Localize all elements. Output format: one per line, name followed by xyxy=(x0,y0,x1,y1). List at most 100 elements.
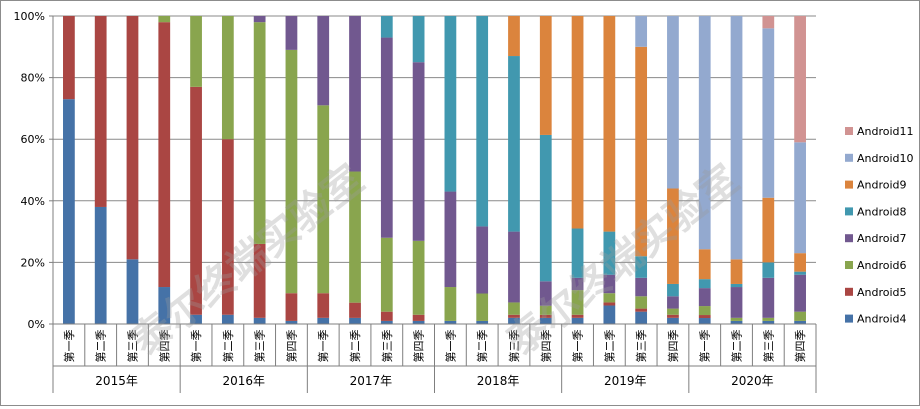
bar-segment-android8 xyxy=(698,279,711,289)
bar-segment-android9 xyxy=(571,16,584,229)
bar-segment-android6 xyxy=(221,16,234,140)
bar-segment-android8 xyxy=(603,231,616,275)
quarter-tick-label: 第二季 xyxy=(221,330,235,363)
bar-segment-android5 xyxy=(539,314,552,318)
quarter-tick-label: 第二季 xyxy=(602,330,616,363)
bar-segment-android4 xyxy=(158,287,171,324)
bar-segment-android6 xyxy=(476,293,489,321)
quarter-tick-label: 第四季 xyxy=(666,330,680,363)
bar-segment-android6 xyxy=(603,293,616,303)
bar-segment-android8 xyxy=(412,16,425,63)
bar-segment-android9 xyxy=(508,16,520,57)
bar-segment-android5 xyxy=(603,302,616,306)
bar-segment-android11 xyxy=(794,16,806,143)
bar-segment-android4 xyxy=(539,317,552,324)
bar-segment-android7 xyxy=(762,277,775,318)
bar-segment-android7 xyxy=(730,287,743,318)
quarter-tick-label: 第四季 xyxy=(793,330,807,363)
bar-segment-android10 xyxy=(635,16,648,47)
year-tick-label: 2017年 xyxy=(350,374,393,388)
legend-label: Android7 xyxy=(857,232,907,245)
legend-swatch xyxy=(845,180,853,189)
quarter-tick-label: 第三季 xyxy=(761,330,775,363)
quarter-tick-label: 第三季 xyxy=(253,330,267,363)
bar-segment-android5 xyxy=(635,308,648,312)
legend-swatch xyxy=(845,153,853,162)
bar-segment-android5 xyxy=(63,16,75,100)
bar-segment-android9 xyxy=(730,259,743,284)
bar-segment-android6 xyxy=(412,240,425,315)
bar-segment-android7 xyxy=(349,16,361,172)
bar-segment-android9 xyxy=(698,249,711,280)
bar-segment-android8 xyxy=(730,283,743,288)
quarter-tick-label: 第二季 xyxy=(348,330,362,363)
bar-segment-android7 xyxy=(508,231,520,303)
bar-segment-android4 xyxy=(380,320,393,324)
quarter-tick-label: 第一季 xyxy=(316,330,330,363)
quarter-tick-label: 第三季 xyxy=(380,330,394,363)
bar-segment-android5 xyxy=(412,314,425,321)
bar-segment-android4 xyxy=(94,206,107,324)
bar-segment-android8 xyxy=(762,262,775,278)
bar-segment-android4 xyxy=(190,314,202,324)
bar-segment-android5 xyxy=(571,314,584,318)
bar-segment-android5 xyxy=(126,16,139,260)
quarter-tick-label: 第二季 xyxy=(94,330,108,363)
legend-label: Android6 xyxy=(857,259,907,272)
legend-label: Android11 xyxy=(857,125,914,138)
bar-segment-android6 xyxy=(285,49,298,294)
bar-segment-android5 xyxy=(380,311,393,321)
watermark: 泰尔终端实验室 泰尔终端实验室 xyxy=(124,156,748,365)
y-tick-label: 0% xyxy=(28,318,45,331)
bar-segment-android4 xyxy=(285,320,298,324)
bar-segment-android9 xyxy=(794,253,806,272)
legend: Android11 Android10 Android9 Android8 Androi… xyxy=(845,125,914,326)
bar-segment-android8 xyxy=(794,271,806,275)
bar-segment-android6 xyxy=(539,305,552,315)
bar-segment-android7 xyxy=(380,37,393,238)
y-tick-label: 60% xyxy=(21,133,45,146)
bar-segment-android8 xyxy=(571,228,584,278)
quarter-tick-label: 第二季 xyxy=(475,330,489,363)
quarter-tick-label: 第一季 xyxy=(443,330,457,363)
bar-segment-android4 xyxy=(412,320,425,324)
quarter-tick-label: 第一季 xyxy=(698,330,712,363)
bar-segment-android7 xyxy=(412,62,425,241)
quarter-tick-label: 第四季 xyxy=(157,330,171,363)
gridlines xyxy=(53,15,816,263)
bar-segment-android8 xyxy=(476,16,489,227)
quarter-tick-label: 第四季 xyxy=(539,330,553,363)
bar-segment-android5 xyxy=(508,314,520,318)
bar-segment-android7 xyxy=(603,274,616,294)
bar-segment-android4 xyxy=(762,320,775,324)
legend-swatch xyxy=(845,314,853,323)
quarter-tick-label: 第四季 xyxy=(412,330,426,363)
bar-segment-android4 xyxy=(508,317,520,324)
bar-segment-android6 xyxy=(635,296,648,309)
bar-segment-android4 xyxy=(635,311,648,324)
bar-segment-android4 xyxy=(603,305,616,324)
bar-segment-android6 xyxy=(730,317,743,321)
bar-segment-android5 xyxy=(285,293,298,321)
quarter-tick-label: 第三季 xyxy=(125,330,139,363)
bar-segment-android5 xyxy=(698,315,711,319)
bar-segment-android6 xyxy=(158,16,171,23)
bar-segment-android7 xyxy=(667,296,679,309)
bar-segment-android8 xyxy=(380,16,393,38)
bar-segment-android11 xyxy=(762,16,775,29)
bar-segment-android8 xyxy=(508,56,520,232)
legend-swatch xyxy=(845,234,853,243)
bar-segment-android4 xyxy=(794,320,806,324)
bar-segment-android6 xyxy=(349,171,361,303)
bar-segment-android6 xyxy=(190,16,202,87)
legend-label: Android5 xyxy=(857,286,907,299)
bar-segment-android10 xyxy=(762,28,775,198)
bar-segment-android10 xyxy=(667,16,679,189)
bar-segment-android9 xyxy=(762,197,775,263)
bar-segment-android7 xyxy=(253,16,266,23)
year-tick-label: 2020年 xyxy=(731,374,774,388)
bar-segment-android6 xyxy=(253,22,266,244)
bar-segment-android5 xyxy=(221,139,234,315)
legend-label: Android4 xyxy=(857,313,907,326)
bar-segment-android6 xyxy=(571,290,584,315)
